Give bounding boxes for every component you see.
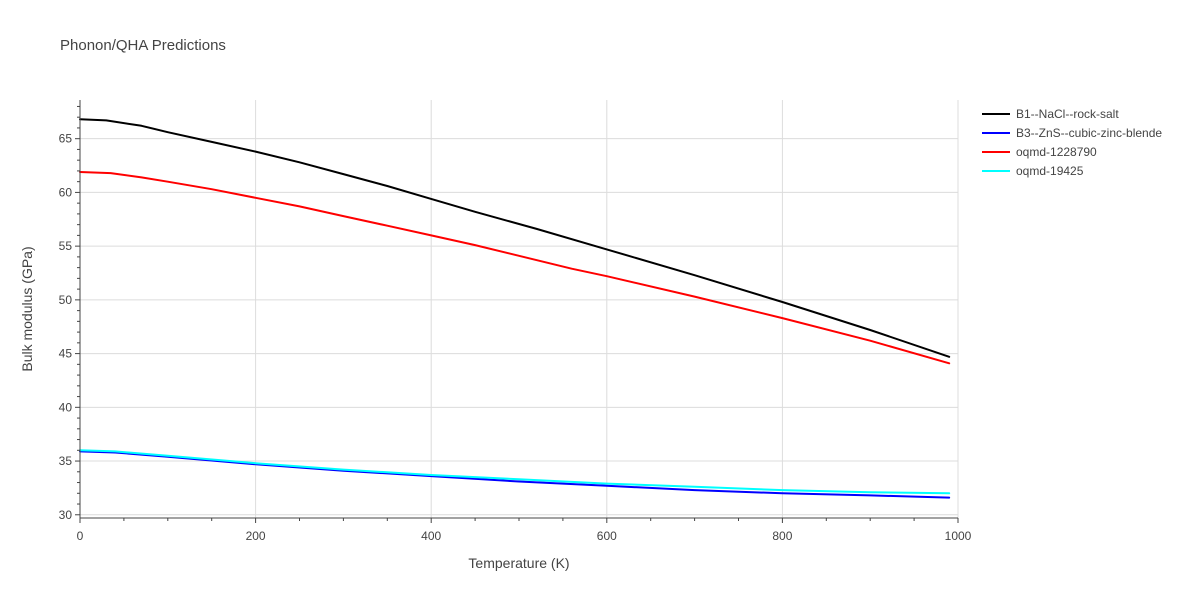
y-tick-label: 30 (59, 508, 73, 522)
x-tick-label: 600 (597, 529, 617, 543)
x-tick-label: 800 (772, 529, 792, 543)
series-line-b1-nacl-rock-salt[interactable] (79, 118, 951, 358)
y-axis-label: Bulk modulus (GPa) (19, 246, 35, 371)
y-tick-label: 45 (59, 347, 73, 361)
legend-label[interactable]: B1--NaCl--rock-salt (1016, 107, 1119, 121)
y-tick-label: 40 (59, 400, 73, 414)
series-line-b3-zns-cubic-zinc-blende[interactable] (79, 450, 951, 499)
y-tick-label: 35 (59, 454, 73, 468)
legend[interactable]: B1--NaCl--rock-salt B3--ZnS--cubic-zinc-b… (982, 107, 1162, 178)
axes: 0 200 400 600 800 1000 30 35 40 45 50 55 60 65 (59, 100, 972, 543)
y-tick-label: 60 (59, 185, 73, 199)
x-tick-label: 0 (77, 529, 84, 543)
y-tick-label: 50 (59, 293, 73, 307)
legend-label[interactable]: oqmd-19425 (1016, 164, 1084, 178)
y-tick-label: 65 (59, 132, 73, 146)
y-tick-label: 55 (59, 239, 73, 253)
legend-label[interactable]: B3--ZnS--cubic-zinc-blende (1016, 126, 1162, 140)
series-line-oqmd-1228790[interactable] (79, 171, 951, 365)
x-tick-label: 1000 (945, 529, 972, 543)
x-tick-label: 400 (421, 529, 441, 543)
legend-label[interactable]: oqmd-1228790 (1016, 145, 1097, 159)
x-axis-label: Temperature (K) (468, 555, 569, 571)
grid-lines (80, 100, 959, 518)
series-line-oqmd-19425[interactable] (79, 449, 951, 495)
chart-title: Phonon/QHA Predictions (60, 37, 226, 54)
plot-area[interactable] (79, 118, 951, 499)
x-tick-label: 200 (246, 529, 266, 543)
